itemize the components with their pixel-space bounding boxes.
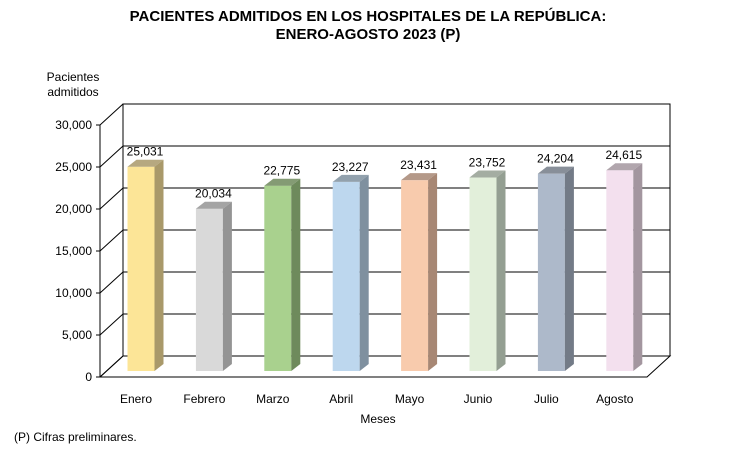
bar-front: [537, 173, 565, 371]
bar: [537, 166, 574, 371]
x-tick-label: Febrero: [183, 392, 225, 406]
bar-front: [606, 170, 634, 371]
data-label: 23,752: [469, 155, 506, 169]
data-label: 22,775: [263, 164, 300, 178]
bar-top: [264, 178, 301, 186]
data-label: 23,431: [400, 158, 437, 172]
bar-top: [195, 201, 232, 209]
y-tick-label: 10,000: [55, 286, 92, 300]
y-tick-label: 5,000: [62, 328, 92, 342]
bar-front: [264, 185, 292, 371]
chart-frame: [96, 103, 672, 378]
data-labels: 25,031 20,034 22,775 23,227 23,431 23,752 24,2…: [127, 145, 643, 201]
bar-side: [222, 201, 232, 371]
side-wall-gridline: [99, 271, 124, 294]
bar-side: [496, 170, 506, 371]
bar-side: [633, 163, 643, 371]
footnote: (P) Cifras preliminares.: [14, 430, 137, 444]
x-axis-title: Meses: [360, 412, 395, 426]
data-label: 23,227: [332, 160, 369, 174]
bar: [469, 170, 506, 371]
floor: [98, 355, 672, 378]
data-label: 24,204: [537, 152, 574, 166]
bar-side: [359, 174, 369, 371]
bar-top: [401, 173, 438, 181]
y-axis-title-line-2: admitidos: [47, 85, 99, 99]
x-tick-label: Abril: [329, 392, 353, 406]
bar-side: [154, 159, 164, 371]
bar-side: [291, 178, 301, 371]
side-wall-gridline: [99, 187, 124, 210]
bar: [606, 163, 643, 371]
x-tick-label: Mayo: [395, 392, 425, 406]
x-tick-label: Junio: [464, 392, 493, 406]
bar: [332, 174, 369, 371]
bar-front: [401, 180, 429, 371]
bar-front: [469, 177, 497, 371]
x-tick-label: Agosto: [596, 392, 634, 406]
x-tick-labels: Enero Febrero Marzo Abril Mayo Junio Julio Agos…: [120, 392, 634, 406]
bar: [401, 173, 438, 371]
y-tick-label: 30,000: [55, 118, 92, 132]
x-tick-label: Enero: [120, 392, 152, 406]
bar-front: [195, 208, 223, 371]
y-tick-label: 20,000: [55, 202, 92, 216]
data-label: 24,615: [605, 148, 642, 162]
side-wall-gridline: [99, 103, 124, 126]
chart-title-line-2: ENERO-AGOSTO 2023 (P): [275, 26, 461, 43]
bar-top: [606, 163, 643, 171]
bar-front: [127, 166, 155, 371]
chart-title: PACIENTES ADMITIDOS EN LOS HOSPITALES DE…: [0, 8, 736, 44]
bars-group: [127, 159, 643, 371]
side-wall-gridline: [99, 145, 124, 168]
x-tick-label: Marzo: [256, 392, 290, 406]
y-tick-label: 0: [85, 370, 92, 384]
bar-front: [332, 181, 360, 371]
y-tick-labels: 0 5,000 10,000 15,000 20,000 25,000 30,000: [55, 118, 92, 384]
side-wall-gridline: [99, 313, 124, 336]
data-label: 25,031: [127, 145, 164, 159]
data-label: 20,034: [195, 187, 232, 201]
y-tick-label: 15,000: [55, 244, 92, 258]
bar-top: [537, 166, 574, 174]
bar-top: [469, 170, 506, 178]
bar-side: [428, 173, 438, 371]
bar-top: [332, 174, 369, 182]
bar: [264, 178, 301, 371]
y-axis-title-line-1: Pacientes: [46, 70, 100, 84]
x-tick-label: Julio: [534, 392, 559, 406]
side-wall-gridline: [99, 229, 124, 252]
bar: [127, 159, 164, 371]
bar-side: [564, 166, 574, 371]
y-tick-label: 25,000: [55, 160, 92, 174]
bar: [195, 201, 232, 371]
bar-top: [127, 159, 164, 167]
y-axis-title: Pacientes admitidos: [38, 70, 108, 100]
chart-title-line-1: PACIENTES ADMITIDOS EN LOS HOSPITALES DE…: [129, 8, 607, 25]
